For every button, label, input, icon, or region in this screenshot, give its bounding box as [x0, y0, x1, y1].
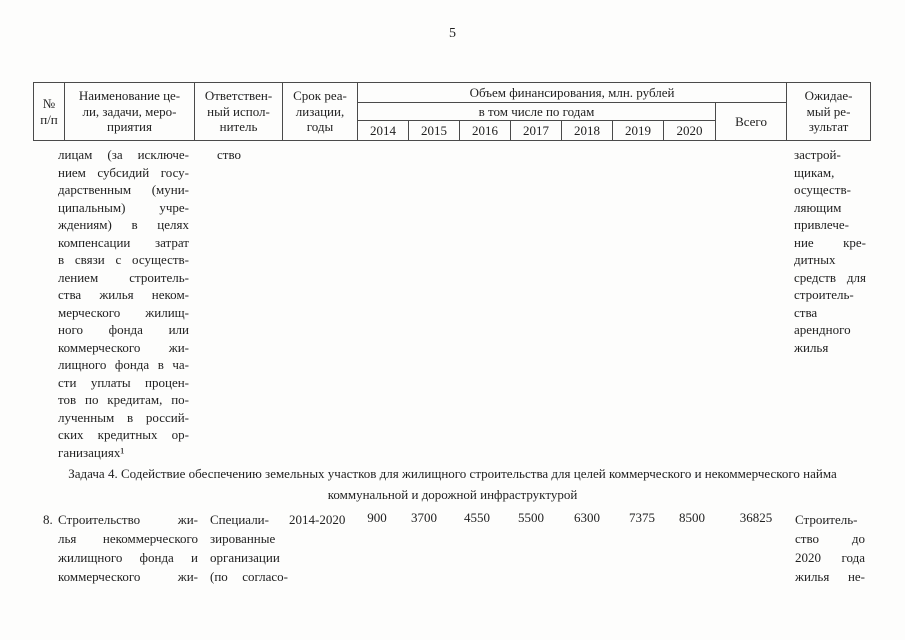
header-cell-term: Срок реа-лизации, годы: [282, 82, 358, 141]
page-number: 5: [449, 26, 456, 41]
header-cell-by-years: в том числе по годам: [357, 102, 716, 121]
header-cell-year-2018: 2018: [561, 120, 613, 141]
row8-value-2020: 8500: [679, 510, 705, 525]
continuation-name-text: лицам (за исключе-нием субсидий госу-дар…: [58, 147, 189, 460]
row8-value-2017: 5500: [518, 510, 544, 525]
row8-number: 8.: [43, 512, 53, 527]
row8-result-text: Строитель-ство до 2020 года жилья не-: [795, 512, 865, 584]
continuation-executor-text: ство: [217, 147, 242, 162]
header-cell-executor: Ответствен-ный испол-нитель: [194, 82, 283, 141]
header-cell-year-2017: 2017: [510, 120, 562, 141]
row8-term: 2014-2020: [289, 512, 346, 527]
header-cell-total: Всего: [714, 102, 788, 141]
financing-table-header: № п/п Наименование це-ли, задачи, меро-пр…: [33, 82, 872, 141]
header-cell-year-2015: 2015: [408, 120, 460, 141]
row8-value-2018: 6300: [574, 510, 600, 525]
header-cell-year-2019: 2019: [612, 120, 664, 141]
header-cell-year-2016: 2016: [459, 120, 511, 141]
row8-value-2014: 900: [367, 510, 387, 525]
row8-value-2015: 3700: [411, 510, 437, 525]
row8-executor-text: Специали-зированные организации (по соглас…: [210, 512, 288, 584]
row8-total-value: 36825: [739, 510, 773, 525]
row8-name-text: Строительство жи-лья некоммерческого жили…: [58, 512, 198, 584]
header-cell-year-2014: 2014: [357, 120, 409, 141]
row8-value-2016: 4550: [464, 510, 490, 525]
continuation-result-text: застрой-щикам, осуществ-ляющим привлече-ни…: [794, 147, 866, 355]
header-cell-num: № п/п: [33, 82, 65, 141]
task-4-heading: Задача 4. Содействие обеспечению земельн…: [68, 466, 837, 502]
header-cell-financing: Объем финансирования, млн. рублей: [356, 82, 788, 103]
header-cell-name: Наименование це-ли, задачи, меро-приятия: [64, 82, 195, 141]
row8-value-2019: 7375: [629, 510, 655, 525]
header-cell-year-2020: 2020: [663, 120, 716, 141]
header-cell-result: Ожидае-мый ре-зультат: [786, 82, 872, 141]
